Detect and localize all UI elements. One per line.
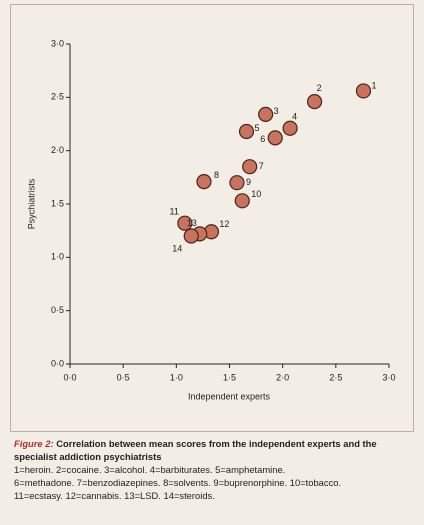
point-label: 8 (214, 170, 219, 180)
point-label: 3 (274, 106, 279, 116)
x-tick-label: 0·0 (63, 372, 76, 382)
point-label: 12 (219, 219, 229, 229)
y-tick-label: 2·0 (51, 145, 64, 155)
chart: Independent experts Psychiatrists 0·0 0·5… (26, 38, 395, 401)
point-label: 9 (246, 177, 251, 187)
y-tick-label: 0·0 (51, 358, 64, 368)
point (234, 193, 250, 209)
point (267, 130, 283, 146)
figure-number: Figure 2: (14, 438, 54, 449)
point-label: 4 (292, 112, 297, 122)
key-line: 6=methadone. 7=benzodiazepines. 8=solven… (14, 477, 342, 488)
point-label: 11 (169, 207, 178, 217)
y-axis-label: Psychiatrists (26, 178, 36, 229)
point-label: 1 (371, 80, 376, 90)
point-label: 13 (187, 218, 197, 228)
y-tick-label: 0·5 (51, 305, 64, 315)
caption-text: Correlation between mean scores from the… (14, 438, 377, 462)
key-line: 11=ecstasy. 12=cannabis. 13=LSD. 14=ster… (14, 490, 215, 501)
x-tick-label: 2·5 (329, 372, 342, 382)
caption: Figure 2: Correlation between mean score… (14, 437, 418, 502)
point (177, 215, 193, 231)
y-tick-label: 1·0 (51, 252, 64, 262)
point-label: 5 (255, 123, 260, 133)
key-line: 1=heroin. 2=cocaine. 3=alcohol. 4=barbit… (14, 464, 286, 475)
point-label: 2 (317, 83, 322, 93)
point (355, 83, 372, 99)
point (242, 159, 258, 175)
y-tick-label: 1·5 (51, 198, 64, 208)
point (258, 106, 274, 123)
caption-title: Figure 2: Correlation between mean score… (14, 437, 418, 463)
point-label: 6 (260, 134, 265, 144)
x-tick-label: 1·0 (170, 372, 183, 382)
figure-frame (10, 4, 414, 432)
point (196, 174, 212, 190)
point (229, 175, 245, 191)
point (183, 228, 199, 244)
y-tick-label: 2·5 (51, 92, 64, 102)
x-tick-label: 3·0 (382, 372, 395, 382)
point-label: 10 (251, 189, 261, 199)
x-tick-label: 0·5 (117, 372, 130, 382)
point-label: 7 (259, 161, 264, 171)
x-axis-label: Independent experts (188, 391, 271, 401)
point-label: 14 (172, 243, 182, 253)
point (238, 123, 255, 140)
point (306, 93, 323, 110)
x-tick-label: 1·5 (223, 372, 236, 382)
x-tick-label: 2·0 (276, 372, 289, 382)
point (282, 120, 298, 136)
y-tick-label: 3·0 (51, 38, 64, 48)
